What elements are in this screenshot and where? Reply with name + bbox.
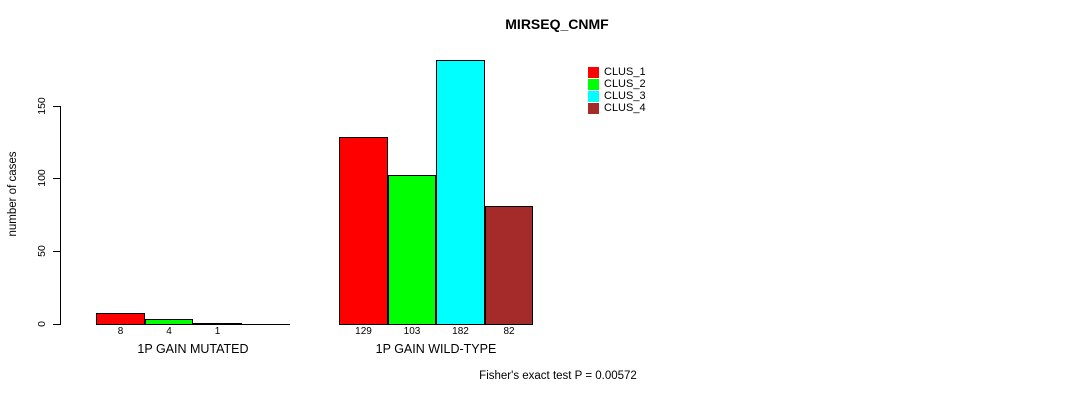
bar-value-label: 129	[355, 326, 372, 337]
bar-clus_4-zero	[242, 324, 290, 325]
chart-title: MIRSEQ_CNMF	[505, 16, 609, 32]
bar-clus_1	[339, 137, 388, 325]
legend-swatch	[588, 102, 599, 114]
legend: CLUS_1 CLUS_2 CLUS_3 CLUS_4	[588, 66, 646, 114]
bar-clus_2	[145, 319, 193, 325]
x-category-label: 1P GAIN MUTATED	[137, 342, 249, 356]
y-tick-mark	[53, 178, 60, 179]
legend-swatch	[588, 78, 599, 90]
fisher-test-caption: Fisher's exact test P = 0.00572	[479, 370, 637, 382]
bar-value-label: 1	[214, 326, 221, 337]
legend-label: CLUS_4	[604, 102, 646, 114]
y-axis-line	[60, 106, 61, 325]
legend-item-clus_1: CLUS_1	[588, 66, 646, 78]
legend-label: CLUS_1	[604, 66, 646, 78]
legend-item-clus_4: CLUS_4	[588, 102, 646, 114]
legend-label: CLUS_3	[604, 90, 646, 102]
legend-swatch	[588, 66, 599, 78]
legend-label: CLUS_2	[604, 78, 646, 90]
bar-value-label: 8	[117, 326, 124, 337]
y-tick-label: 0	[36, 321, 48, 327]
bar-clus_1	[96, 313, 145, 325]
y-tick-label: 100	[36, 169, 48, 187]
bar-clus_3	[193, 323, 242, 325]
legend-item-clus_2: CLUS_2	[588, 78, 646, 90]
legend-item-clus_3: CLUS_3	[588, 90, 646, 102]
bar-clus_3	[436, 60, 485, 325]
bar-clus_4	[485, 206, 533, 325]
y-tick-label: 150	[36, 97, 48, 115]
bar-value-label: 82	[503, 326, 515, 337]
bar-clus_2	[388, 175, 436, 325]
x-category-label: 1P GAIN WILD-TYPE	[375, 342, 497, 356]
y-tick-mark	[53, 324, 60, 325]
y-tick-mark	[53, 106, 60, 107]
bar-value-label: 182	[452, 326, 469, 337]
bar-value-label: 103	[403, 326, 421, 337]
bar-value-label: 4	[166, 326, 172, 337]
y-tick-label: 50	[36, 245, 48, 257]
y-tick-mark	[53, 251, 60, 252]
legend-swatch	[588, 90, 599, 102]
y-axis-label: number of cases	[7, 151, 19, 237]
